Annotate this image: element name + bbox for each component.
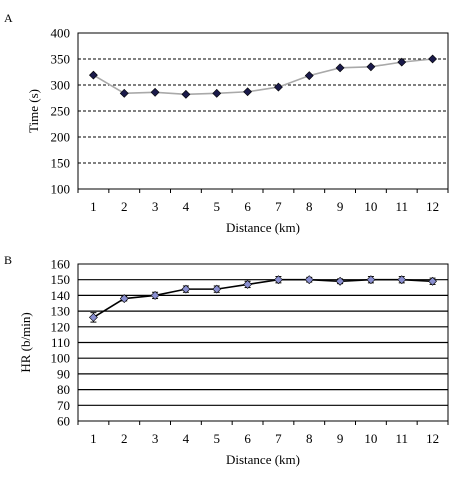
panel-b-x-tick-label: 8 bbox=[306, 431, 313, 446]
panel-b-y-tick-label: 150 bbox=[51, 272, 71, 287]
panel-a-y-tick-label: 400 bbox=[51, 26, 71, 41]
panel-b-y-tick-label: 90 bbox=[57, 366, 70, 381]
panel-b-x-tick-label: 10 bbox=[364, 431, 377, 446]
panel-b-y-tick-label: 140 bbox=[51, 288, 71, 303]
panel-b-y-tick-label: 160 bbox=[51, 257, 71, 272]
panel-b-x-tick-label: 9 bbox=[337, 431, 344, 446]
panel-a-y-axis-label: Time (s) bbox=[26, 89, 41, 133]
panel-b-data-point bbox=[150, 290, 160, 300]
panel-a-data-point bbox=[304, 71, 314, 81]
panel-a-data-point bbox=[335, 63, 345, 73]
panel-a-y-tick-label: 250 bbox=[51, 104, 71, 119]
panel-a-data-point bbox=[243, 87, 253, 97]
panel-a-data-point bbox=[119, 88, 129, 98]
panel-b-x-tick-label: 11 bbox=[395, 431, 408, 446]
panel-b-x-tick-label: 4 bbox=[183, 431, 190, 446]
panel-b-data-point bbox=[366, 275, 376, 285]
panel-b-x-tick-label: 2 bbox=[121, 431, 128, 446]
panel-a-x-tick-label: 3 bbox=[152, 199, 159, 214]
panel-a-x-tick-label: 9 bbox=[337, 199, 344, 214]
panel-b-x-tick-label: 1 bbox=[90, 431, 97, 446]
panel-b-y-tick-label: 110 bbox=[51, 335, 70, 350]
panel-b-x-tick-label: 6 bbox=[244, 431, 251, 446]
panel-b-data-point bbox=[181, 284, 191, 294]
panel-a-data-point bbox=[150, 87, 160, 97]
panel-a-data-point bbox=[273, 82, 283, 92]
panel-b-y-axis-label: HR (b/min) bbox=[18, 312, 33, 372]
panel-a-x-axis-label: Distance (km) bbox=[226, 220, 300, 235]
panel-a-x-tick-label: 10 bbox=[364, 199, 377, 214]
panel-b-data-point bbox=[119, 294, 129, 303]
panel-a-x-tick-label: 1 bbox=[90, 199, 97, 214]
panel-b-x-tick-label: 3 bbox=[152, 431, 159, 446]
panel-a-x-tick-label: 4 bbox=[183, 199, 190, 214]
panel-b-y-tick-label: 100 bbox=[51, 351, 71, 366]
panel-b-y-tick-label: 80 bbox=[57, 382, 70, 397]
panel-b-x-tick-label: 5 bbox=[214, 431, 221, 446]
panel-b-x-tick-label: 7 bbox=[275, 431, 282, 446]
panel-a-x-tick-label: 6 bbox=[244, 199, 251, 214]
panel-b-data-point bbox=[273, 275, 283, 285]
panel-b-x-axis-label: Distance (km) bbox=[226, 452, 300, 467]
panel-a-y-tick-label: 300 bbox=[51, 78, 71, 93]
panel-b-data-point bbox=[397, 275, 407, 285]
panel-b-data-point bbox=[88, 312, 98, 322]
panel-a-data-point bbox=[397, 57, 407, 67]
panel-a-x-tick-label: 7 bbox=[275, 199, 282, 214]
panel-a-y-tick-label: 350 bbox=[51, 52, 71, 67]
panel-a-x-tick-label: 11 bbox=[395, 199, 408, 214]
panel-a-data-point bbox=[366, 62, 376, 72]
panel-b-data-point bbox=[304, 275, 314, 285]
panel-b-y-tick-label: 60 bbox=[57, 414, 70, 429]
panel-a-data-point bbox=[181, 89, 191, 99]
panel-b-data-point bbox=[335, 276, 345, 286]
panel-a-letter: A bbox=[4, 11, 13, 25]
panel-b-x-tick-label: 12 bbox=[426, 431, 439, 446]
panel-b-letter: B bbox=[4, 253, 12, 267]
panel-a-x-tick-label: 5 bbox=[214, 199, 221, 214]
panel-a-y-tick-label: 100 bbox=[51, 182, 71, 197]
panel-b-data-point bbox=[428, 276, 438, 286]
panel-a-y-tick-label: 150 bbox=[51, 156, 71, 171]
panel-b-y-tick-label: 120 bbox=[51, 319, 71, 334]
panel-a-data-point bbox=[212, 88, 222, 98]
panel-a-data-point bbox=[88, 70, 98, 80]
panel-a-data-point bbox=[428, 54, 438, 64]
panel-a-x-tick-label: 12 bbox=[426, 199, 439, 214]
panel-a-series-line bbox=[93, 58, 433, 96]
panel-b-data-point bbox=[243, 279, 253, 289]
panel-a-y-tick-label: 200 bbox=[51, 130, 71, 145]
panel-b-series-line bbox=[92, 278, 433, 319]
panel-b-data-point bbox=[212, 284, 222, 294]
panel-a-x-tick-label: 2 bbox=[121, 199, 128, 214]
panel-b-y-tick-label: 70 bbox=[57, 398, 70, 413]
panel-b-y-tick-label: 130 bbox=[51, 304, 71, 319]
panel-a-x-tick-label: 8 bbox=[306, 199, 313, 214]
